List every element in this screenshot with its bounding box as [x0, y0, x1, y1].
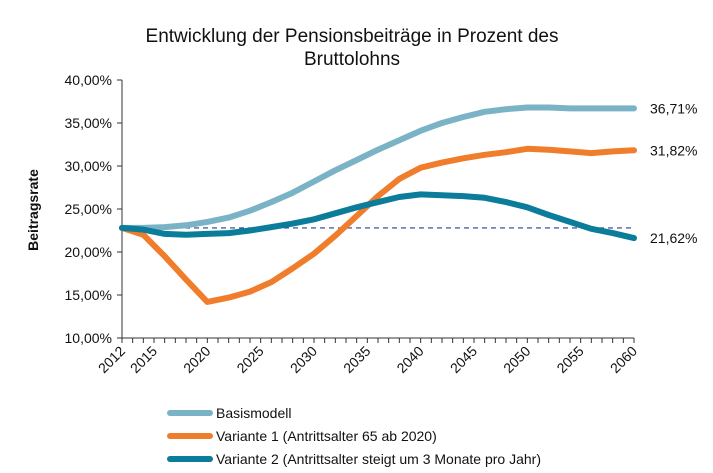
chart-title-line-1: Entwicklung der Pensionsbeiträge in Proz… — [146, 26, 559, 47]
x-tick-label: 2040 — [393, 343, 426, 376]
axes: 10,00% 15,00% 20,00% 25,00% 30,00% 35,00% 40,0… — [65, 72, 641, 376]
x-tick-label: 2035 — [340, 343, 373, 376]
series-lines — [119, 104, 637, 305]
y-tick-label: 20,00% — [65, 244, 112, 260]
y-tick-label: 30,00% — [65, 158, 112, 174]
legend-label-3: Variante 2 (Antrittsalter steigt um 3 Mo… — [216, 451, 541, 467]
x-tick-label: 2015 — [127, 343, 160, 376]
x-tick-label: 2030 — [287, 343, 320, 376]
y-tick-label: 15,00% — [65, 287, 112, 303]
x-tick-label: 2055 — [553, 343, 586, 376]
legend-label-1: Basismodell — [216, 405, 291, 421]
legend-label-2: Variante 1 (Antrittsalter 65 ab 2020) — [216, 428, 437, 444]
end-value-label-1: 36,71% — [650, 100, 697, 116]
end-value-label-2: 31,82% — [650, 142, 697, 158]
x-tick-label: 2045 — [447, 343, 480, 376]
legend: Basismodell Variante 1 (Antrittsalter 65 … — [167, 405, 541, 467]
x-tick-label: 2050 — [500, 343, 533, 376]
end-value-label-3: 21,62% — [650, 230, 697, 246]
x-tick-label: 2060 — [607, 343, 640, 376]
series-line-1 — [119, 104, 637, 231]
y-tick-label: 25,00% — [65, 201, 112, 217]
y-tick-label: 10,00% — [65, 330, 112, 346]
x-tick-label: 2025 — [233, 343, 266, 376]
chart-title-line-2: Bruttolohns — [304, 49, 400, 70]
series-line-3 — [119, 191, 637, 242]
x-tick-label: 2020 — [180, 343, 213, 376]
series-line-2 — [119, 145, 637, 305]
x-tick-label: 2012 — [95, 343, 128, 376]
y-tick-label: 40,00% — [65, 72, 112, 88]
y-axis-label: Beitragsrate — [25, 169, 41, 251]
end-labels: 36,71% 31,82% 21,62% — [650, 100, 697, 246]
y-tick-label: 35,00% — [65, 115, 112, 131]
